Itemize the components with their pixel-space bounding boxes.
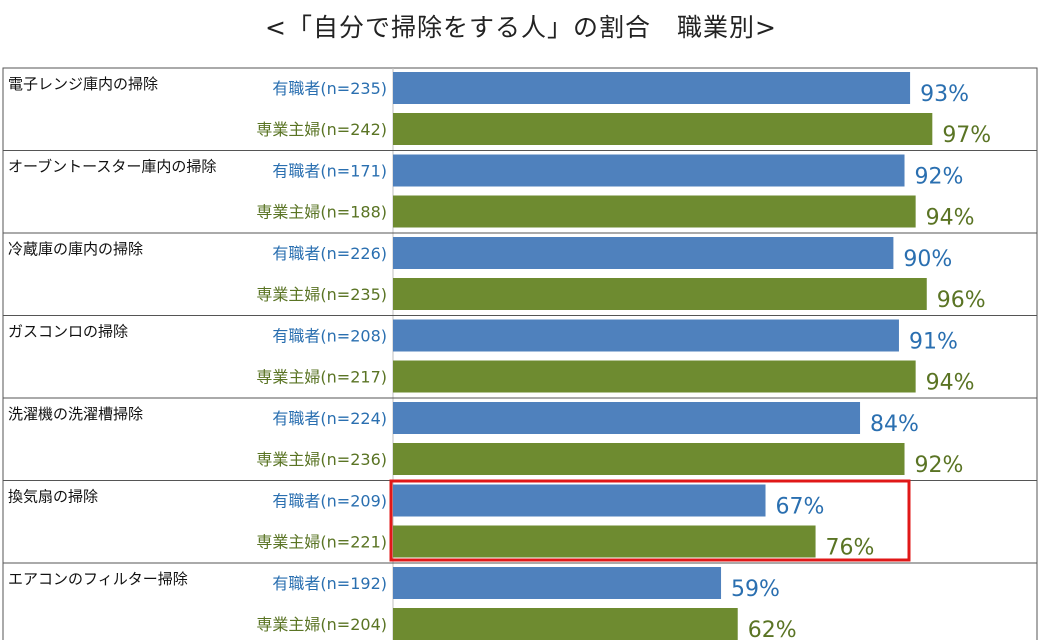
housewife-series-label: 専業主婦(n=235) xyxy=(256,285,387,304)
category-label: ガスコンロの掃除 xyxy=(8,323,128,341)
housewife-series-label: 専業主婦(n=236) xyxy=(256,450,387,469)
employed-series-label: 有職者(n=235) xyxy=(272,79,387,98)
housewife-data-label: 94% xyxy=(926,206,975,231)
employed-series-label: 有職者(n=192) xyxy=(272,574,387,593)
housewife-series-label: 専業主婦(n=204) xyxy=(256,615,387,634)
housewife-bar xyxy=(393,608,738,640)
housewife-data-label: 94% xyxy=(926,371,975,396)
housewife-bar xyxy=(393,113,933,145)
employed-bar xyxy=(393,402,861,434)
housewife-series-label: 専業主婦(n=242) xyxy=(256,120,387,139)
chart-frame xyxy=(2,67,1038,640)
housewife-series-label: 専業主婦(n=217) xyxy=(256,368,387,387)
employed-series-label: 有職者(n=171) xyxy=(272,162,387,181)
category-label: エアコンのフィルター掃除 xyxy=(8,570,188,588)
employed-data-label: 90% xyxy=(903,247,952,272)
housewife-data-label: 96% xyxy=(937,288,986,313)
housewife-bar xyxy=(393,525,816,558)
employed-bar xyxy=(393,484,766,517)
housewife-data-label: 76% xyxy=(826,536,875,561)
category-label: オーブントースター庫内の掃除 xyxy=(8,158,216,176)
category-label: 冷蔵庫の庫内の掃除 xyxy=(8,240,143,258)
employed-bar xyxy=(393,237,894,269)
housewife-series-label: 専業主婦(n=188) xyxy=(256,203,387,222)
employed-series-label: 有職者(n=224) xyxy=(272,409,387,428)
category-label: 換気扇の掃除 xyxy=(8,488,98,506)
housewife-bar xyxy=(393,443,905,475)
employed-data-label: 84% xyxy=(870,412,919,437)
employed-series-label: 有職者(n=208) xyxy=(272,327,387,346)
employed-data-label: 93% xyxy=(920,82,969,107)
employed-data-label: 67% xyxy=(776,495,825,520)
employed-data-label: 92% xyxy=(915,165,964,190)
employed-bar xyxy=(393,319,899,352)
housewife-bar xyxy=(393,360,916,393)
housewife-bar xyxy=(393,278,927,310)
employed-bar xyxy=(393,567,722,599)
employed-data-label: 59% xyxy=(731,577,780,602)
category-label: 電子レンジ庫内の掃除 xyxy=(8,75,158,93)
housewife-series-label: 専業主婦(n=221) xyxy=(256,533,387,552)
employed-data-label: 91% xyxy=(909,330,958,355)
employed-bar xyxy=(393,72,911,104)
category-label: 洗濯機の洗濯槽掃除 xyxy=(8,405,143,423)
employed-series-label: 有職者(n=226) xyxy=(272,244,387,263)
housewife-data-label: 92% xyxy=(915,453,964,478)
housewife-bar xyxy=(393,195,916,228)
employed-bar xyxy=(393,154,905,187)
chart-title: <「自分で掃除をする人」の割合 職業別> xyxy=(265,13,777,42)
housewife-data-label: 97% xyxy=(942,123,991,148)
highlight-box xyxy=(389,479,911,562)
housewife-data-label: 62% xyxy=(748,618,797,640)
employed-series-label: 有職者(n=209) xyxy=(272,492,387,511)
